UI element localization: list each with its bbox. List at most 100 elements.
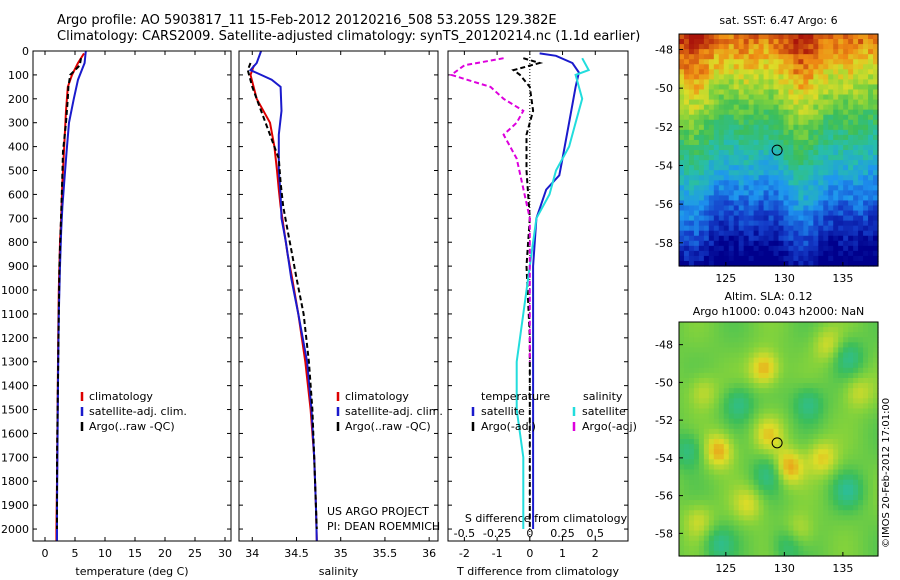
project-annotation: US ARGO PROJECT: [327, 505, 429, 518]
sst_map-ytick-label: -48: [655, 43, 673, 56]
temperature-xtick-label: 0: [42, 547, 49, 560]
depth-tick-label: 1700: [1, 451, 29, 464]
sla-map-title: Altim. SLA: 0.12: [724, 290, 812, 303]
difference-x2label: S difference from climatology: [465, 512, 628, 525]
argo-position-marker: [771, 437, 783, 449]
temperature-plot: 0100200300400500600700800900100011001200…: [1, 45, 232, 578]
legend-label: Argo(-adj): [582, 420, 637, 433]
depth-tick-label: 1800: [1, 475, 29, 488]
sla_map-frame: [678, 321, 879, 557]
salinity-xtick-label: 35: [334, 547, 348, 560]
sla_map-xtick-label: 135: [832, 562, 853, 575]
sst_map-xtick-label: 125: [715, 272, 736, 285]
depth-tick-label: 1500: [1, 404, 29, 417]
salinity-series-satellite-adj-clim-: [248, 51, 318, 541]
difference-series-temperature-argo-adj-: [511, 57, 544, 529]
sla_map-ytick-label: -48: [655, 339, 673, 352]
salinity-xtick-label: 36: [422, 547, 436, 560]
header-line-1: Argo profile: AO 5903817_11 15-Feb-2012 …: [57, 13, 557, 28]
legend-label: climatology: [89, 390, 153, 403]
depth-tick-label: 800: [8, 236, 29, 249]
difference-series-salinity-satellite: [515, 57, 591, 529]
legend-label: Argo(..raw -QC): [345, 420, 431, 433]
difference-plot: -2 -1 0 1 2 T difference from climatology -0.5…: [448, 50, 637, 578]
sst_map-ytick-label: -56: [655, 198, 673, 211]
legend-heading: temperature: [481, 390, 550, 403]
temperature-series-argo-raw-qc-: [56, 58, 82, 529]
difference-xtick-label: -2: [459, 547, 470, 560]
salinity-diff-tick-label: -0.5: [454, 527, 475, 540]
temperature-xtick-label: 30: [218, 547, 232, 560]
sla_map-ytick-label: -50: [655, 376, 673, 389]
temperature-xtick-label: 15: [128, 547, 142, 560]
legend-label: satellite: [481, 405, 525, 418]
depth-tick-label: 0: [22, 45, 29, 58]
argo-position-marker: [771, 144, 783, 156]
depth-tick-label: 2000: [1, 523, 29, 536]
pi-annotation: PI: DEAN ROEMMICH: [327, 520, 440, 533]
sst-map-title: sat. SST: 6.47 Argo: 6: [719, 14, 837, 27]
salinity-diff-tick-label: -0.25: [483, 527, 511, 540]
copyright-stamp: ©IMOS 20-Feb-2012 17:01:00: [881, 397, 892, 548]
sst_map-ytick-label: -58: [655, 237, 673, 250]
salinity-xtick-label: 35.5: [373, 547, 398, 560]
temperature-xlabel: temperature (deg C): [75, 565, 188, 578]
sla_map-ytick-label: -52: [655, 414, 673, 427]
salinity-series-climatology: [249, 64, 318, 541]
temperature-series-climatology: [55, 52, 85, 541]
difference-xlabel: T difference from climatology: [456, 565, 619, 578]
difference-xtick-label: 0: [526, 547, 533, 560]
legend-label: satellite: [582, 405, 626, 418]
difference-xtick-label: 2: [592, 547, 599, 560]
depth-tick-label: 1100: [1, 308, 29, 321]
sst_map-frame: [678, 33, 879, 267]
legend-heading: salinity: [583, 390, 623, 403]
depth-tick-label: 100: [8, 69, 29, 82]
depth-tick-label: 200: [8, 93, 29, 106]
sla_map-xtick-label: 130: [774, 562, 795, 575]
depth-tick-label: 1000: [1, 284, 29, 297]
salinity-diff-tick-label: 0.5: [587, 527, 605, 540]
difference-series-temperature-satellite: [532, 52, 580, 529]
sla-map-subtitle: Argo h1000: 0.043 h2000: NaN: [693, 305, 865, 318]
legend-label: Argo(..raw -QC): [89, 420, 175, 433]
sla_map-ytick-label: -58: [655, 527, 673, 540]
sla_map-ytick-label: -56: [655, 490, 673, 503]
temperature-xtick-label: 25: [188, 547, 202, 560]
sla_map-ytick-label: -54: [655, 452, 673, 465]
temperature-xtick-label: 5: [72, 547, 79, 560]
difference-series-salinity-argo-adj-: [449, 57, 531, 362]
temperature-xtick-label: 10: [98, 547, 112, 560]
difference-frame: [447, 50, 629, 542]
sla_map-plot: 125 130 135 -48 -50 -52 -54 -56 -58 Altim. SLA: 0…: [655, 290, 879, 575]
depth-tick-label: 300: [8, 117, 29, 130]
temperature-xtick-label: 20: [158, 547, 172, 560]
depth-tick-label: 600: [8, 188, 29, 201]
temperature-frame: [32, 50, 232, 542]
depth-tick-label: 1300: [1, 356, 29, 369]
sst_map-xtick-label: 135: [832, 272, 853, 285]
salinity-diff-tick-label: 0: [526, 527, 533, 540]
sla_map-xtick-label: 125: [715, 562, 736, 575]
salinity-xtick-label: 34: [245, 547, 259, 560]
salinity-diff-tick-label: 0.25: [550, 527, 575, 540]
depth-tick-label: 1400: [1, 380, 29, 393]
legend-label: satellite-adj. clim.: [345, 405, 443, 418]
salinity-xlabel: salinity: [319, 565, 359, 578]
salinity-xtick-label: 34.5: [284, 547, 309, 560]
depth-tick-label: 400: [8, 141, 29, 154]
sla_map-cells: [679, 322, 879, 557]
salinity-series-argo-raw-qc-: [246, 62, 318, 530]
sst_map-ytick-label: -54: [655, 159, 673, 172]
depth-tick-label: 500: [8, 165, 29, 178]
depth-tick-label: 1200: [1, 332, 29, 345]
temperature-series-satellite-adj-clim-: [56, 51, 87, 541]
difference-xtick-label: 1: [559, 547, 566, 560]
salinity-plot: 34 34.5 35 35.5 36 salinity climatology satelli…: [239, 50, 443, 578]
legend-label: Argo(-adj): [481, 420, 536, 433]
legend-label: satellite-adj. clim.: [89, 405, 187, 418]
sst_map-xtick-label: 130: [774, 272, 795, 285]
legend-label: climatology: [345, 390, 409, 403]
header-line-2: Climatology: CARS2009. Satellite-adjuste…: [57, 29, 641, 44]
